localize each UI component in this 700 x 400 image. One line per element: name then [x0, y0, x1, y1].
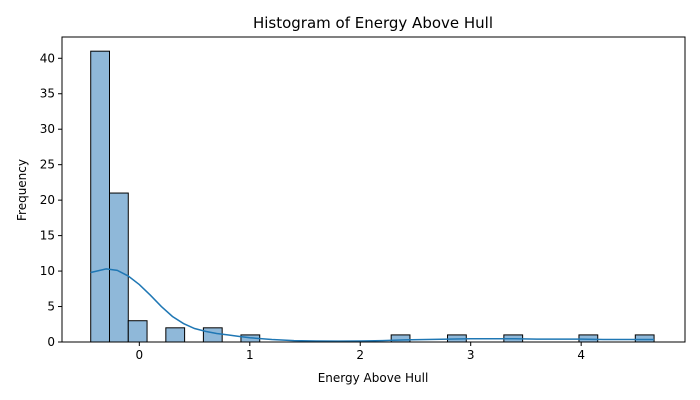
y-tick-label: 10	[40, 264, 55, 278]
y-axis-ticks: 0 5 10 15 20 25 30 35 40	[40, 51, 62, 349]
x-axis-title: Energy Above Hull	[318, 371, 429, 385]
histogram-bar	[90, 50, 110, 343]
histogram-bar	[634, 334, 655, 343]
kde-layer	[90, 268, 655, 342]
histogram-bars	[90, 50, 655, 343]
kde-line	[90, 268, 655, 342]
y-tick-label: 20	[40, 193, 55, 207]
x-tick-label: 2	[356, 348, 364, 362]
y-tick-label: 25	[40, 158, 55, 172]
x-tick-label: 0	[136, 348, 144, 362]
y-tick-label: 35	[40, 87, 55, 101]
x-axis-ticks: 0 1 2 3 4	[136, 342, 585, 362]
y-tick-label: 30	[40, 122, 55, 136]
y-tick-label: 5	[47, 300, 55, 314]
plot-frame	[61, 36, 686, 343]
y-tick-label: 40	[40, 51, 55, 65]
chart-title: Histogram of Energy Above Hull	[253, 14, 493, 32]
histogram-bar	[108, 192, 129, 343]
y-tick-label: 15	[40, 229, 55, 243]
histogram-bar	[165, 327, 186, 343]
x-tick-label: 1	[246, 348, 254, 362]
histogram-bar	[202, 327, 223, 343]
y-axis-title: Frequency	[15, 159, 29, 221]
histogram-bar	[127, 320, 148, 343]
x-tick-label: 3	[467, 348, 475, 362]
x-tick-label: 4	[577, 348, 585, 362]
y-tick-label: 0	[47, 335, 55, 349]
